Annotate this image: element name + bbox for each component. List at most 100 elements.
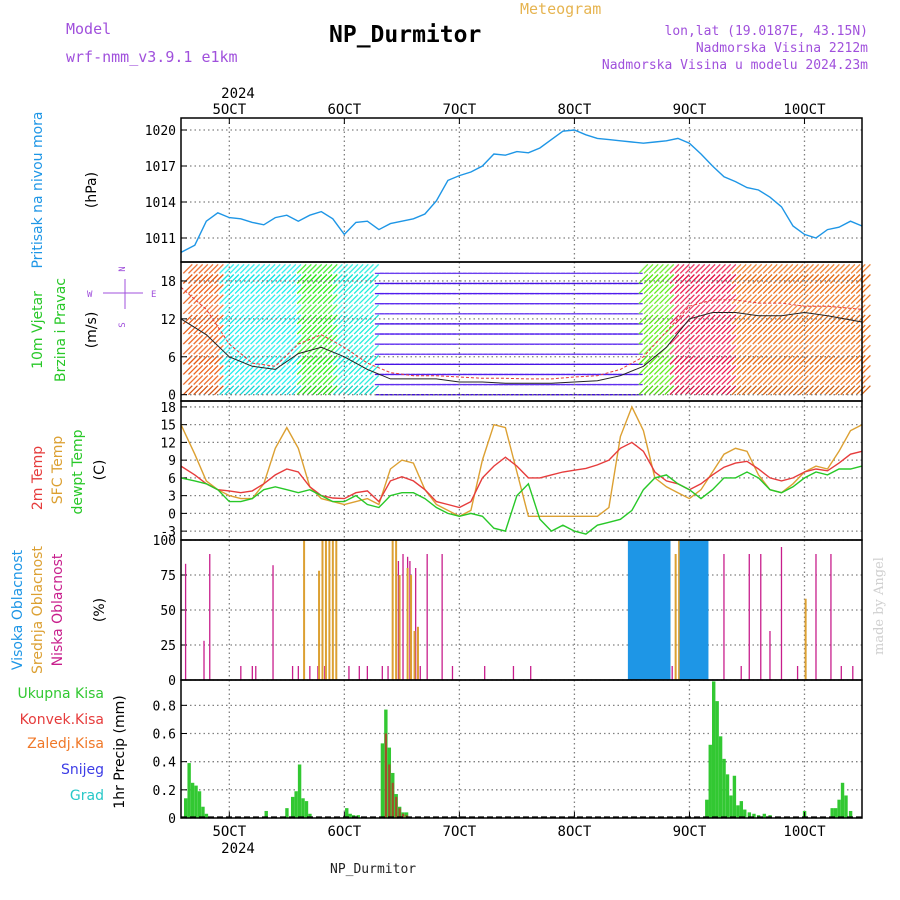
wind-barb	[788, 385, 799, 396]
wind-barb	[301, 314, 312, 325]
wind-barb	[690, 365, 701, 375]
wind-speed-line	[180, 311, 863, 384]
wind-barb	[332, 385, 343, 396]
wind-barb	[343, 263, 354, 274]
wind-barb	[757, 284, 768, 295]
wind-barb	[664, 375, 675, 386]
wind-barb	[721, 354, 732, 365]
wind-barb	[679, 304, 690, 315]
wind-barb	[659, 324, 670, 335]
wind-barb	[845, 294, 856, 305]
wind-barb	[188, 284, 198, 295]
wind-barb	[809, 314, 820, 325]
y-tick-label: 50	[160, 604, 176, 619]
wind-barb	[850, 263, 861, 274]
wind-barb	[700, 344, 711, 355]
wind-barb	[752, 284, 763, 295]
total-precip-bar	[194, 785, 198, 818]
wind-barb	[234, 284, 245, 295]
wind-barb	[669, 304, 680, 315]
wind-barb	[270, 274, 281, 284]
wind-barb	[705, 274, 716, 284]
wind-barb	[747, 304, 758, 315]
wind-barb	[353, 263, 364, 274]
wind-barb	[322, 385, 333, 396]
wind-barb	[286, 344, 297, 355]
wind-barb	[840, 284, 851, 295]
wind-barb	[793, 263, 804, 274]
wind-barb	[281, 334, 292, 345]
wind-barb	[757, 274, 768, 284]
wind-barb	[757, 375, 768, 386]
wind-barb	[332, 334, 343, 345]
wind-barb	[710, 334, 721, 345]
wind-barb	[648, 334, 659, 345]
wind-barb	[741, 274, 752, 284]
wind-barb	[710, 284, 721, 295]
wind-barb	[229, 284, 240, 295]
total-precip-bar	[285, 808, 289, 818]
wind-barb	[193, 354, 204, 365]
wind-barb	[741, 344, 752, 355]
wind-barb	[772, 365, 783, 375]
wind-barb	[307, 324, 317, 335]
wind-barb	[653, 274, 664, 284]
wind-barb	[343, 365, 354, 375]
wind-barb	[845, 324, 856, 335]
y-tick-label: 12	[160, 313, 176, 328]
wind-barb	[721, 284, 732, 295]
wind-barb	[322, 284, 333, 295]
wind-barb	[726, 284, 737, 295]
wind-barb	[338, 365, 349, 375]
wind-barb	[710, 324, 721, 335]
wind-barb	[369, 304, 380, 315]
wind-barb	[317, 274, 328, 284]
station-title: NP_Durmitor	[329, 22, 482, 48]
wind-barb	[684, 354, 695, 365]
wind-barb	[829, 263, 840, 274]
wind-barb	[643, 304, 654, 315]
wind-barb	[312, 324, 323, 335]
wind-barb	[317, 304, 328, 315]
wind-barb	[332, 324, 343, 335]
total-precip-bar	[204, 813, 209, 818]
bottom-date-label: 5OCT	[212, 824, 246, 840]
wind-barb	[695, 263, 706, 274]
wind-barb	[353, 304, 364, 315]
total-precip-bar	[736, 805, 740, 818]
wind-barb	[772, 294, 783, 305]
wind-barb	[322, 375, 333, 386]
wind-barb	[239, 263, 250, 274]
wind-barb	[705, 294, 716, 305]
wind-barb	[669, 294, 680, 305]
wind-barb	[250, 344, 261, 355]
wind-barb	[203, 365, 214, 375]
wind-barb	[741, 354, 752, 365]
wind-barb	[369, 284, 380, 295]
wind-barb	[338, 385, 349, 396]
wind-barb	[710, 314, 721, 325]
wind-barb	[679, 294, 690, 305]
wind-barb	[793, 274, 804, 284]
wind-barb	[182, 274, 193, 284]
wind-barb	[809, 354, 820, 365]
wind-barb	[736, 365, 747, 375]
wind-barb	[296, 304, 307, 315]
wind-barb	[188, 263, 198, 274]
wind-barb	[793, 284, 804, 295]
wind-barb	[322, 324, 333, 335]
wind-barb	[659, 263, 670, 274]
wind-barb	[358, 334, 369, 345]
wind-barb	[809, 304, 820, 315]
wind-barb	[648, 274, 659, 284]
wind-barb	[255, 365, 266, 375]
wind-barb	[829, 294, 840, 305]
wind-barb	[317, 294, 328, 305]
wind-barb	[741, 314, 752, 325]
wind-barb	[669, 334, 680, 345]
wind-barb	[804, 284, 814, 295]
wind-barb	[824, 294, 835, 305]
wind-barb	[788, 294, 799, 305]
wind-barb	[338, 334, 349, 345]
wind-barb	[767, 304, 778, 315]
